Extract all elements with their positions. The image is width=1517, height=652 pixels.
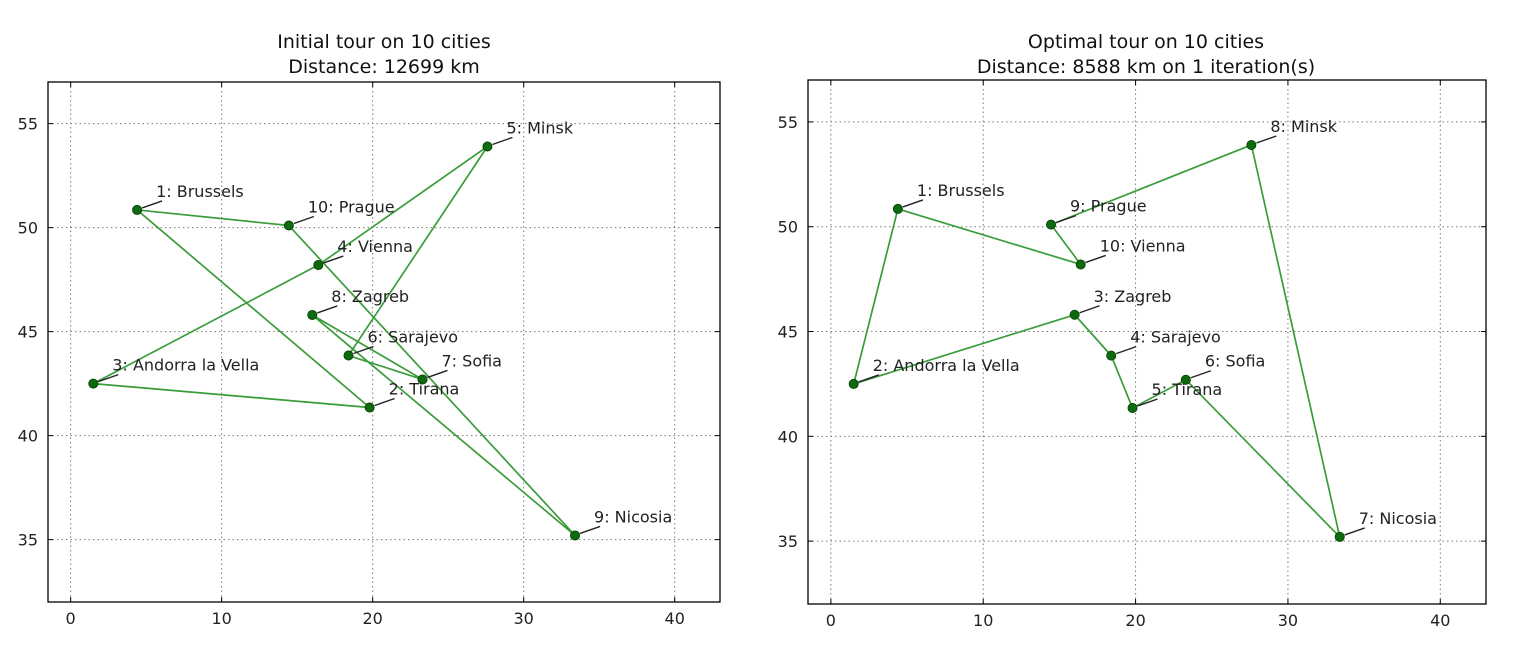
- city-point: [417, 374, 428, 385]
- city-point: [364, 402, 375, 413]
- x-tick-label: 40: [665, 609, 685, 628]
- y-tick-label: 45: [778, 323, 798, 342]
- city-points: [88, 141, 581, 541]
- city-label: 10: Prague: [308, 198, 395, 217]
- city-label: 3: Zagreb: [1094, 287, 1172, 306]
- label-leader: [323, 255, 344, 264]
- y-tick-label: 40: [18, 427, 38, 446]
- y-tick-label: 50: [18, 219, 38, 238]
- x-tick-label: 30: [514, 609, 534, 628]
- x-tick-label: 40: [1430, 611, 1450, 630]
- axis-ticks: 0 10 20 30 40 35 40 45 50 55: [778, 80, 1486, 630]
- city-point: [88, 378, 99, 389]
- gridlines: [48, 82, 720, 602]
- label-leader: [427, 369, 448, 379]
- city-label: 5: Minsk: [506, 118, 573, 137]
- chart-title: Optimal tour on 10 cities: [1028, 31, 1264, 53]
- city-label: 6: Sarajevo: [368, 328, 459, 347]
- city-label: 7: Nicosia: [1359, 509, 1437, 528]
- city-points: [848, 139, 1345, 542]
- x-tick-label: 20: [1125, 611, 1145, 630]
- label-leader: [317, 305, 338, 314]
- plot-frame: [807, 79, 1487, 605]
- label-leader: [492, 136, 513, 146]
- city-label: 2: Tirana: [389, 380, 460, 399]
- label-leader: [1079, 305, 1100, 314]
- city-point: [1046, 219, 1057, 230]
- city-label: 5: Tirana: [1152, 380, 1223, 399]
- label-leader: [1055, 214, 1077, 224]
- label-leader: [1256, 135, 1277, 144]
- city-label: 1: Brussels: [156, 182, 244, 201]
- chart-title: Initial tour on 10 cities: [277, 31, 491, 53]
- city-point: [482, 141, 493, 152]
- city-point: [1127, 403, 1138, 414]
- label-leader: [1344, 527, 1365, 536]
- gridlines: [808, 80, 1486, 604]
- city-point: [132, 204, 143, 215]
- city-label: 8: Zagreb: [331, 287, 409, 306]
- city-label: 2: Andorra la Vella: [873, 356, 1020, 375]
- y-tick-label: 40: [778, 427, 798, 446]
- city-label: 9: Prague: [1070, 197, 1147, 216]
- optimal-tour-chart: Optimal tour on 10 cities Distance: 8588…: [778, 31, 1487, 630]
- label-leader: [141, 200, 163, 209]
- label-leaders: [98, 136, 601, 535]
- city-point: [848, 378, 859, 389]
- y-tick-label: 55: [18, 115, 38, 134]
- label-leaders: [858, 135, 1365, 536]
- x-tick-label: 0: [66, 609, 76, 628]
- y-tick-label: 35: [778, 532, 798, 551]
- city-point: [1246, 139, 1257, 150]
- label-leader: [1085, 254, 1106, 264]
- y-tick-label: 45: [18, 323, 38, 342]
- label-leader: [293, 215, 315, 225]
- city-point: [570, 530, 581, 541]
- city-label: 7: Sofia: [442, 351, 502, 370]
- label-leader: [858, 374, 879, 383]
- x-tick-label: 0: [826, 611, 836, 630]
- city-labels: 1: Brussels 2: Andorra la Vella 3: Zagreb 4…: [873, 117, 1437, 528]
- x-tick-label: 30: [1278, 611, 1298, 630]
- city-point: [1180, 374, 1191, 385]
- city-point: [307, 309, 318, 320]
- city-labels: 1: Brussels 2: Tirana 3: Andorra la Vella 4…: [112, 118, 672, 526]
- label-leader: [902, 199, 924, 208]
- x-tick-label: 10: [211, 609, 231, 628]
- city-point: [1334, 531, 1345, 542]
- city-label: 1: Brussels: [917, 181, 1005, 200]
- label-leader: [1137, 398, 1158, 407]
- y-tick-label: 50: [778, 218, 798, 237]
- label-leader: [353, 345, 374, 355]
- city-point: [1075, 259, 1086, 270]
- city-label: 9: Nicosia: [594, 507, 672, 526]
- city-point: [313, 260, 324, 271]
- label-leader: [1190, 370, 1212, 379]
- x-tick-label: 20: [362, 609, 382, 628]
- plot-frame: [47, 81, 721, 603]
- city-label: 3: Andorra la Vella: [112, 356, 259, 375]
- label-leader: [374, 397, 395, 407]
- label-leader: [98, 373, 119, 383]
- initial-tour-chart: Initial tour on 10 cities Distance: 1269…: [18, 31, 721, 628]
- y-tick-label: 55: [778, 113, 798, 132]
- city-label: 6: Sofia: [1205, 352, 1265, 371]
- city-label: 4: Sarajevo: [1130, 328, 1221, 347]
- x-tick-label: 10: [973, 611, 993, 630]
- city-point: [343, 350, 354, 361]
- city-point: [1106, 350, 1117, 361]
- y-tick-label: 35: [18, 531, 38, 550]
- chart-subtitle: Distance: 8588 km on 1 iteration(s): [977, 56, 1315, 78]
- label-leader: [1115, 345, 1137, 355]
- city-point: [283, 220, 294, 231]
- axis-ticks: 0 10 20 30 40 35 40 45 50 55: [18, 82, 720, 628]
- city-point: [892, 203, 903, 214]
- chart-subtitle: Distance: 12699 km: [288, 56, 480, 78]
- city-label: 4: Vienna: [337, 237, 413, 256]
- city-label: 10: Vienna: [1100, 236, 1186, 255]
- city-point: [1069, 309, 1080, 320]
- city-label: 8: Minsk: [1270, 117, 1337, 136]
- label-leader: [579, 525, 601, 535]
